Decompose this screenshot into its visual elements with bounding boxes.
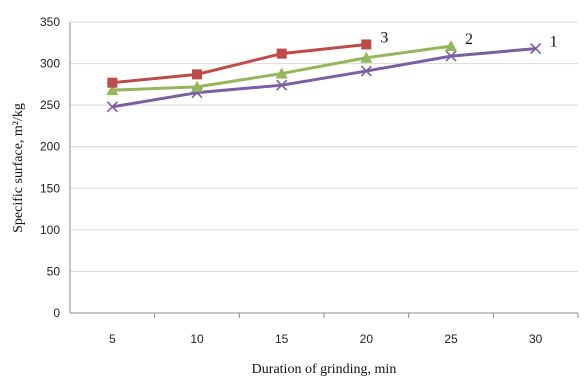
series-label: 2 <box>465 31 473 48</box>
y-tick-label: 100 <box>40 223 60 237</box>
x-tick-label: 15 <box>275 332 289 346</box>
x-tick-label: 20 <box>360 332 374 346</box>
grid-lines <box>70 22 578 271</box>
y-tick-labels: 0 50 100 150 200 250 300 350 <box>40 15 60 320</box>
series-label: 1 <box>550 34 558 51</box>
data-point-square <box>107 78 117 88</box>
x-tick-labels: 5 10 15 20 25 30 <box>109 313 578 346</box>
series-1: 1 <box>107 34 557 112</box>
data-point-square <box>192 69 202 79</box>
x-axis-title: Duration of grinding, min <box>252 362 397 377</box>
y-tick-label: 250 <box>40 98 60 112</box>
y-tick-label: 350 <box>40 15 60 29</box>
y-axis-title: Specific surface, m²/kg <box>11 103 26 233</box>
series-label: 3 <box>380 29 388 46</box>
x-tick-label: 10 <box>190 332 204 346</box>
y-tick-label: 50 <box>47 264 61 278</box>
y-tick-label: 150 <box>40 181 60 195</box>
y-tick-label: 300 <box>40 57 60 71</box>
x-tick-label: 30 <box>529 332 543 346</box>
x-tick-label: 5 <box>109 332 116 346</box>
y-tick-label: 200 <box>40 140 60 154</box>
data-point-square <box>361 39 371 49</box>
y-tick-label: 0 <box>53 306 60 320</box>
data-point-square <box>277 49 287 59</box>
x-tick-label: 25 <box>444 332 458 346</box>
series: 1 2 3 <box>106 29 557 111</box>
